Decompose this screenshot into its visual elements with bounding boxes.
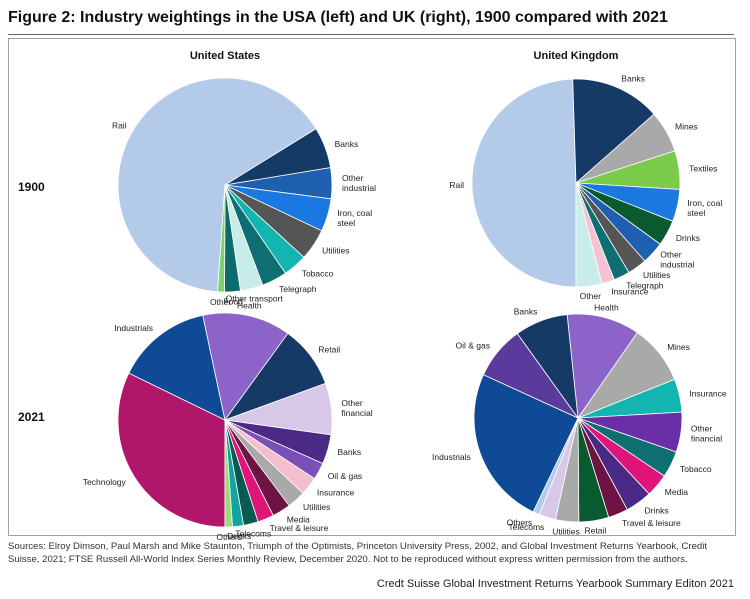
label-united-states-2021-others: Others xyxy=(216,532,242,542)
label-united-kingdom-1900-other: Other xyxy=(580,291,601,301)
label-united-states-2021-other-financial: Other financial xyxy=(341,398,372,418)
label-united-states-2021-telecoms: Telecoms xyxy=(235,529,271,539)
label-united-kingdom-1900-insurance: Insurance xyxy=(611,286,649,296)
label-united-kingdom-2021-health: Health xyxy=(594,303,619,313)
label-united-kingdom-1900-mines: Mines xyxy=(675,122,698,132)
label-united-states-2021-travel-and-leisure: Travel & leisure xyxy=(270,523,329,533)
label-united-kingdom-2021-oil-and-gas: Oil & gas xyxy=(456,341,491,351)
column-header-united-states: United States xyxy=(189,50,261,62)
slice-united-kingdom-2021-industrials xyxy=(473,374,579,513)
label-united-kingdom-1900-textiles: Textiles xyxy=(689,164,717,174)
slice-united-kingdom-2021-health xyxy=(566,313,638,420)
slice-united-kingdom-1900-rail xyxy=(471,78,577,288)
label-united-kingdom-1900-telegraph: Telegraph xyxy=(626,280,664,290)
label-united-kingdom-2021-other-financial: Other financial xyxy=(691,424,722,444)
label-united-kingdom-2021-travel-and-leisure: Travel & leisure xyxy=(622,518,681,528)
figure-title: Figure 2: Industry weightings in the USA… xyxy=(8,9,668,26)
slice-united-states-2021-others xyxy=(224,419,233,528)
label-united-kingdom-1900-drinks: Drinks xyxy=(676,233,700,243)
slice-united-kingdom-2021-banks xyxy=(516,314,579,420)
label-united-states-2021-media: Media xyxy=(287,514,310,524)
pie-united-states-2021: Technology Industrials Health Retail Other fi… xyxy=(83,301,373,542)
label-united-states-2021-oil-and-gas: Oil & gas xyxy=(328,471,363,481)
sources-note: Sources: Elroy Dimson, Paul Marsh and Mi… xyxy=(8,541,708,565)
label-united-kingdom-2021-banks: Banks xyxy=(514,307,538,317)
label-united-states-1900-food: Food xyxy=(224,297,244,307)
label-united-states-1900-other-transport: Other transport xyxy=(226,293,284,303)
label-united-states-2021-insurance: Insurance xyxy=(317,487,355,497)
label-united-kingdom-2021-mines: Mines xyxy=(667,342,690,352)
label-united-states-2021-drinks: Drinks xyxy=(227,531,251,541)
label-united-kingdom-2021-others: Others xyxy=(507,517,533,527)
row-header-1900: 1900 xyxy=(18,180,45,194)
label-united-states-1900-other: Other xyxy=(210,297,231,307)
chart-frame xyxy=(8,38,736,536)
label-united-kingdom-2021-drinks: Drinks xyxy=(645,506,669,516)
slice-united-states-2021-industrials xyxy=(128,314,226,421)
label-united-kingdom-1900-utilities: Utilities xyxy=(643,270,670,280)
label-united-states-1900-rail: Rail xyxy=(112,121,127,131)
label-united-states-2021-utilities: Utilities xyxy=(303,502,330,512)
label-united-kingdom-2021-utilities: Utilities xyxy=(552,526,579,536)
label-united-states-1900-utilities: Utilities xyxy=(322,245,349,255)
label-united-states-2021-banks: Banks xyxy=(338,447,362,457)
label-united-kingdom-2021-telecoms: Telecoms xyxy=(508,522,544,532)
slice-united-kingdom-1900-other xyxy=(575,182,603,288)
label-united-kingdom-2021-insurance: Insurance xyxy=(689,388,727,398)
label-united-kingdom-2021-media: Media xyxy=(665,487,688,497)
pie-united-kingdom-2021: Health Mines Insurance Other financial Tobacc… xyxy=(432,303,727,537)
label-united-states-2021-industrials: Industrials xyxy=(114,323,153,333)
label-united-kingdom-1900-iron-coal-steel: Iron, coal steel xyxy=(687,198,722,218)
pie-united-kingdom-1900: Rail Banks Mines Textiles Iron, coal steel Dri… xyxy=(449,73,722,301)
footer-credit: Credt Suisse Global Investment Returns Y… xyxy=(376,578,734,590)
slice-united-states-2021-technology xyxy=(117,372,226,528)
label-united-states-1900-tobacco: Tobacco xyxy=(302,268,334,278)
label-united-states-1900-other-industrial: Other industrial xyxy=(342,173,376,193)
slice-united-states-2021-health xyxy=(202,312,289,421)
column-header-united-kingdom: United Kingdom xyxy=(533,50,619,62)
label-united-states-1900-banks: Banks xyxy=(335,139,359,149)
label-united-states-2021-retail: Retail xyxy=(318,345,340,355)
label-united-states-2021-technology: Technology xyxy=(83,477,127,487)
label-united-kingdom-2021-retail: Retail xyxy=(585,526,607,536)
pie-united-states-1900: Rail Banks Other industrial Iron, coal steel U… xyxy=(112,77,376,307)
label-united-kingdom-1900-other-industrial: Other industrial xyxy=(660,250,694,270)
label-united-states-1900-iron-coal-steel: Iron, coal steel xyxy=(337,208,372,228)
label-united-states-2021-health: Health xyxy=(237,301,262,311)
row-header-2021: 2021 xyxy=(18,410,45,424)
slice-united-kingdom-1900-banks xyxy=(572,78,655,184)
label-united-kingdom-1900-banks: Banks xyxy=(621,73,645,83)
label-united-kingdom-2021-tobacco: Tobacco xyxy=(680,464,712,474)
label-united-kingdom-2021-industrials: Industrials xyxy=(432,452,471,462)
slice-united-states-1900-rail xyxy=(117,77,317,293)
label-united-kingdom-1900-rail: Rail xyxy=(449,180,464,190)
title-divider xyxy=(8,34,734,35)
label-united-states-1900-telegraph: Telegraph xyxy=(279,284,317,294)
slice-united-states-1900-other xyxy=(217,184,226,293)
